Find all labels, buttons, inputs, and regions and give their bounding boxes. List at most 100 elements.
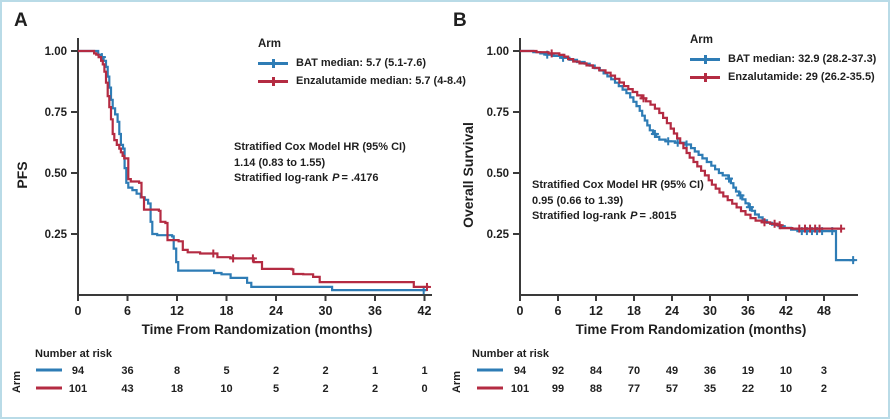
risk-count: 84 bbox=[590, 365, 603, 377]
km-curve-enzalutamide bbox=[520, 49, 843, 230]
stats-line-hr-value: 0.95 (0.66 to 1.39) bbox=[532, 194, 624, 207]
x-tick-label: 12 bbox=[170, 304, 184, 318]
stats-line-hr-header: Stratified Cox Model HR (95% CI) bbox=[234, 141, 406, 153]
risk-count: 19 bbox=[742, 365, 754, 377]
y-tick-label: 0.25 bbox=[45, 229, 68, 241]
logrank-prefix: Stratified log-rank bbox=[234, 172, 329, 184]
y-tick-label: 1.00 bbox=[487, 46, 509, 58]
risk-count: 3 bbox=[821, 365, 827, 377]
risk-count: 49 bbox=[666, 365, 678, 377]
risk-count: 2 bbox=[821, 383, 827, 395]
stats-line-hr-value: 1.14 (0.83 to 1.55) bbox=[234, 156, 326, 169]
risk-count: 2 bbox=[322, 383, 328, 395]
x-tick-label: 36 bbox=[741, 304, 755, 318]
y-tick-label: 0.75 bbox=[487, 107, 510, 119]
risk-count: 18 bbox=[171, 383, 183, 395]
x-axis-title-panel-a: Time From Randomization (months) bbox=[141, 322, 373, 337]
risk-count: 99 bbox=[552, 383, 564, 395]
risk-count: 8 bbox=[174, 365, 180, 377]
risk-count: 43 bbox=[121, 383, 133, 395]
risk-count: 2 bbox=[273, 365, 279, 377]
legend-item-bat: BAT median: 5.7 (5.1-7.6) bbox=[258, 54, 466, 72]
risk-count: 94 bbox=[72, 365, 85, 377]
risk-count: 101 bbox=[511, 383, 529, 395]
p-symbol: P bbox=[332, 172, 340, 184]
risk-count: 2 bbox=[372, 383, 378, 395]
x-tick-label: 30 bbox=[703, 304, 717, 318]
risk-count: 36 bbox=[704, 365, 716, 377]
legend-item-enzalutamide: Enzalutamide median: 5.7 (4-8.4) bbox=[258, 72, 466, 90]
risk-count: 10 bbox=[220, 383, 232, 395]
risk-count: 70 bbox=[628, 365, 640, 377]
x-tick-label: 42 bbox=[779, 304, 793, 318]
risk-count: 77 bbox=[628, 383, 640, 395]
legend-item-label: Enzalutamide: 29 (26.2-35.5) bbox=[728, 71, 875, 83]
risk-count: 36 bbox=[121, 365, 133, 377]
risk-count: 101 bbox=[69, 383, 87, 395]
y-tick-label: 0.50 bbox=[45, 168, 67, 180]
legend-item-label: BAT median: 32.9 (28.2-37.3) bbox=[728, 53, 877, 65]
legend-panel-a: Arm BAT median: 5.7 (5.1-7.6) Enzalutami… bbox=[258, 38, 466, 90]
p-value: = .4176 bbox=[341, 172, 379, 184]
x-tick-label: 6 bbox=[555, 304, 562, 318]
bat-line-sample-icon bbox=[690, 54, 720, 64]
risk-count: 57 bbox=[666, 383, 678, 395]
risk-table-header-panel-b: Number at risk bbox=[472, 348, 550, 360]
risk-count: 0 bbox=[421, 383, 427, 395]
x-tick-label: 48 bbox=[817, 304, 831, 318]
legend-item-label: BAT median: 5.7 (5.1-7.6) bbox=[296, 57, 426, 69]
y-tick-label: 0.25 bbox=[487, 229, 510, 241]
risk-count: 22 bbox=[742, 383, 754, 395]
risk-count: 10 bbox=[780, 383, 792, 395]
km-curve-enzalutamide bbox=[78, 49, 429, 288]
y-tick-label: 1.00 bbox=[45, 46, 67, 58]
x-tick-label: 24 bbox=[665, 304, 679, 318]
stats-annotation-panel-b: Stratified Cox Model HR (95% CI) 0.95 (0… bbox=[532, 178, 704, 225]
x-tick-label: 42 bbox=[418, 304, 432, 318]
risk-count: 92 bbox=[552, 365, 564, 377]
x-tick-label: 18 bbox=[627, 304, 641, 318]
x-tick-label: 36 bbox=[368, 304, 382, 318]
panel-a-label: A bbox=[14, 10, 29, 31]
legend-item-label: Enzalutamide median: 5.7 (4-8.4) bbox=[296, 75, 466, 87]
panel-b-label: B bbox=[453, 10, 468, 31]
x-tick-label: 30 bbox=[319, 304, 333, 318]
risk-axis-label-panel-b: Arm bbox=[451, 370, 463, 394]
risk-count: 94 bbox=[514, 365, 527, 377]
km-curve-bat bbox=[78, 49, 427, 292]
y-axis-title-pfs: PFS bbox=[14, 161, 30, 189]
risk-count: 35 bbox=[704, 383, 716, 395]
x-tick-label: 24 bbox=[269, 304, 283, 318]
risk-count: 10 bbox=[780, 365, 792, 377]
bat-line-sample-icon bbox=[258, 58, 288, 68]
enzalutamide-line-sample-icon bbox=[690, 72, 720, 82]
enzalutamide-line-sample-icon bbox=[258, 76, 288, 86]
x-tick-label: 18 bbox=[220, 304, 234, 318]
risk-count: 5 bbox=[273, 383, 279, 395]
legend-title: Arm bbox=[258, 38, 282, 50]
x-axis-title-panel-b: Time From Randomization (months) bbox=[575, 322, 807, 337]
legend-item-enzalutamide: Enzalutamide: 29 (26.2-35.5) bbox=[690, 68, 876, 86]
logrank-prefix: Stratified log-rank bbox=[532, 210, 627, 222]
x-tick-label: 0 bbox=[517, 304, 524, 318]
p-symbol: P bbox=[630, 210, 638, 222]
stats-line-logrank: Stratified log-rank P = .4176 bbox=[234, 171, 406, 187]
p-value: = .8015 bbox=[639, 210, 677, 222]
legend-panel-b: Arm BAT median: 32.9 (28.2-37.3) Enzalut… bbox=[690, 34, 876, 86]
x-tick-label: 12 bbox=[589, 304, 603, 318]
stats-annotation-panel-a: Stratified Cox Model HR (95% CI) 1.14 (0… bbox=[234, 140, 406, 187]
x-tick-label: 6 bbox=[124, 304, 131, 318]
y-axis-title-overall-survival: Overall Survival bbox=[460, 122, 476, 228]
legend-item-bat: BAT median: 32.9 (28.2-37.3) bbox=[690, 50, 876, 68]
legend-title: Arm bbox=[690, 34, 714, 46]
y-tick-label: 0.75 bbox=[45, 107, 68, 119]
x-tick-label: 0 bbox=[75, 304, 82, 318]
risk-count: 88 bbox=[590, 383, 602, 395]
y-tick-label: 0.50 bbox=[487, 168, 509, 180]
stats-line-logrank: Stratified log-rank P = .8015 bbox=[532, 209, 704, 225]
risk-count: 5 bbox=[223, 365, 229, 377]
risk-count: 2 bbox=[322, 365, 328, 377]
risk-count: 1 bbox=[372, 365, 378, 377]
